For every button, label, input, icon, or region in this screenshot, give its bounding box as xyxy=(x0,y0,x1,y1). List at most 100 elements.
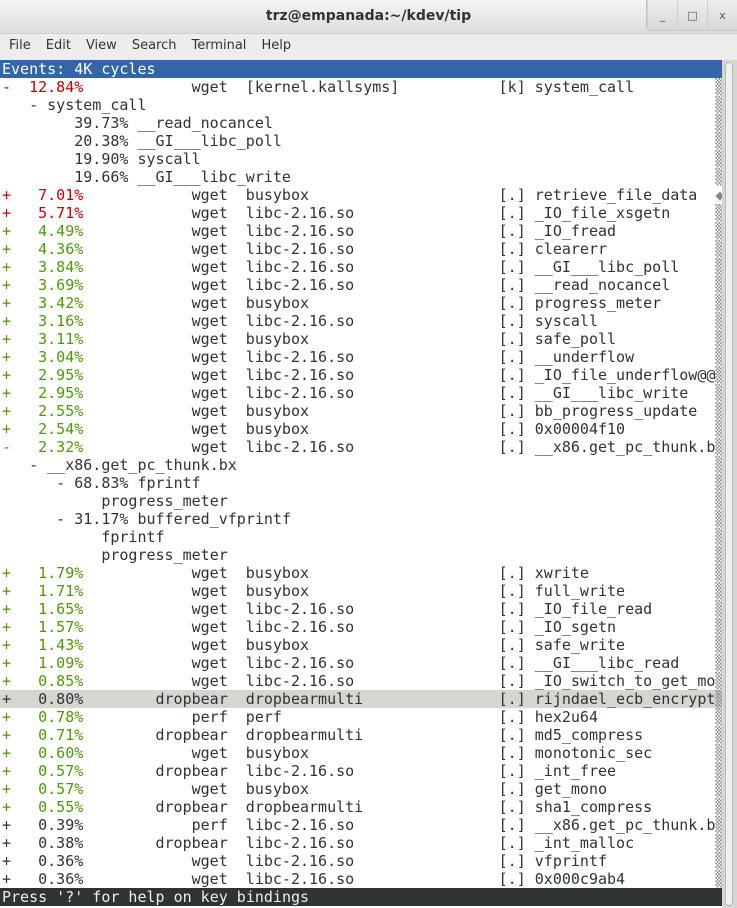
report-row[interactable]: +2.95% wget libc-2.16.so [.] __GI___libc_wri… xyxy=(0,384,724,402)
fold-toggle[interactable]: + xyxy=(2,294,12,312)
fold-toggle[interactable]: + xyxy=(2,366,12,384)
callchain-line[interactable]: progress_meter ▒ xyxy=(0,492,724,510)
fold-toggle[interactable]: + xyxy=(2,780,12,798)
fold-toggle[interactable]: + xyxy=(2,240,12,258)
callchain-text: - __x86.get_pc_thunk.bx xyxy=(29,456,237,474)
fold-toggle[interactable]: + xyxy=(2,852,12,870)
fold-toggle[interactable]: + xyxy=(2,222,12,240)
fold-toggle[interactable]: + xyxy=(2,690,12,708)
menu-help[interactable]: Help xyxy=(261,38,292,53)
fold-toggle[interactable]: + xyxy=(2,870,12,888)
fold-toggle[interactable]: + xyxy=(2,312,12,330)
callchain-line[interactable]: - 31.17% buffered_vfprintf ▒ xyxy=(0,510,724,528)
report-row[interactable]: +0.36% wget libc-2.16.so [.] vfprintf ▒ xyxy=(0,852,724,870)
window-title: trz@empanada:~/kdev/tip xyxy=(265,8,472,24)
overhead-percent: 3.04% xyxy=(38,348,84,366)
callchain-line[interactable]: 20.38% __GI___libc_poll ▒ xyxy=(0,132,724,150)
callchain-line[interactable]: 39.73% __read_nocancel ▒ xyxy=(0,114,724,132)
shared-object: libc-2.16.so xyxy=(245,600,355,618)
maximize-button[interactable]: □ xyxy=(677,0,707,30)
callchain-line[interactable]: - __x86.get_pc_thunk.bx ▒ xyxy=(0,456,724,474)
callchain-line[interactable]: fprintf ▒ xyxy=(0,528,724,546)
minimize-button[interactable]: _ xyxy=(647,0,677,30)
report-row[interactable]: +0.78% perf perf [.] hex2u64 ▒ xyxy=(0,708,724,726)
menu-file[interactable]: File xyxy=(9,38,31,53)
report-row[interactable]: +0.55% dropbear dropbearmulti [.] sha1_compr… xyxy=(0,798,724,816)
report-row[interactable]: +5.71% wget libc-2.16.so [.] _IO_file_xsgetn… xyxy=(0,204,724,222)
menu-edit[interactable]: Edit xyxy=(45,38,71,53)
report-row[interactable]: +0.57% wget busybox [.] get_mono ▒ xyxy=(0,780,724,798)
fold-toggle[interactable]: + xyxy=(2,276,12,294)
fold-toggle[interactable]: + xyxy=(2,798,12,816)
report-row[interactable]: +0.57% dropbear libc-2.16.so [.] _int_free ▒ xyxy=(0,762,724,780)
fold-toggle[interactable]: + xyxy=(2,582,12,600)
report-row[interactable]: -12.84% wget [kernel.kallsyms] [k] system_ca… xyxy=(0,78,724,96)
menu-terminal[interactable]: Terminal xyxy=(191,38,247,53)
fold-toggle[interactable]: + xyxy=(2,600,12,618)
terminal-area[interactable]: Events: 4K cycles Press '?' for help on … xyxy=(0,60,725,908)
report-row[interactable]: +1.09% wget libc-2.16.so [.] __GI___libc_rea… xyxy=(0,654,724,672)
report-row[interactable]: +1.65% wget libc-2.16.so [.] _IO_file_read ▒ xyxy=(0,600,724,618)
fold-toggle[interactable]: + xyxy=(2,672,12,690)
fold-toggle[interactable]: + xyxy=(2,204,12,222)
fold-toggle[interactable]: + xyxy=(2,762,12,780)
fold-toggle[interactable]: + xyxy=(2,402,12,420)
report-row[interactable]: +0.39% perf libc-2.16.so [.] __x86.get_pc_th… xyxy=(0,816,724,834)
close-button[interactable]: x xyxy=(707,0,737,30)
report-row[interactable]: +0.36% wget libc-2.16.so [.] 0x000c9ab4 ▒ xyxy=(0,870,724,888)
scrollbar-thumb[interactable] xyxy=(725,62,733,906)
report-row[interactable]: +1.57% wget libc-2.16.so [.] _IO_sgetn ▒ xyxy=(0,618,724,636)
callchain-line[interactable]: progress_meter ▒ xyxy=(0,546,724,564)
symbol-name: __x86.get_pc_thunk.b xyxy=(534,438,716,456)
callchain-line[interactable]: - 68.83% fprintf ▒ xyxy=(0,474,724,492)
report-row[interactable]: +0.85% wget libc-2.16.so [.] _IO_switch_to_g… xyxy=(0,672,724,690)
callchain-line[interactable]: 19.66% __GI___libc_write ▒ xyxy=(0,168,724,186)
fold-toggle[interactable]: + xyxy=(2,636,12,654)
fold-toggle[interactable]: + xyxy=(2,186,12,204)
command-name: wget xyxy=(191,600,228,618)
report-row[interactable]: +1.79% wget busybox [.] xwrite ▒ xyxy=(0,564,724,582)
fold-toggle[interactable]: + xyxy=(2,816,12,834)
report-row[interactable]: +2.55% wget busybox [.] bb_progress_update ▒ xyxy=(0,402,724,420)
fold-toggle[interactable]: + xyxy=(2,708,12,726)
report-row[interactable]: +3.69% wget libc-2.16.so [.] __read_nocancel… xyxy=(0,276,724,294)
fold-toggle[interactable]: + xyxy=(2,618,12,636)
report-row[interactable]: +3.16% wget libc-2.16.so [.] syscall ▒ xyxy=(0,312,725,330)
overhead-percent: 2.55% xyxy=(38,402,84,420)
report-row[interactable]: +1.71% wget busybox [.] full_write ▒ xyxy=(0,582,724,600)
report-row[interactable]: +1.43% wget busybox [.] safe_write ▒ xyxy=(0,636,724,654)
callchain-line[interactable]: 19.90% syscall ▒ xyxy=(0,150,724,168)
fold-toggle[interactable]: + xyxy=(2,330,12,348)
report-row[interactable]: +3.04% wget libc-2.16.so [.] __underflow ▒ xyxy=(0,348,724,366)
fold-toggle[interactable]: + xyxy=(2,348,12,366)
report-row[interactable]: +0.60% wget busybox [.] monotonic_sec ▒ xyxy=(0,744,724,762)
fold-toggle[interactable]: + xyxy=(2,744,12,762)
symbol-name: system_call xyxy=(534,78,635,96)
report-row[interactable]: +4.49% wget libc-2.16.so [.] _IO_fread ▒ xyxy=(0,222,724,240)
report-row[interactable]: +2.54% wget busybox [.] 0x00004f10 ▒ xyxy=(0,420,724,438)
report-row[interactable]: +3.11% wget busybox [.] safe_poll ▒ xyxy=(0,330,724,348)
report-row[interactable]: +0.80% dropbear dropbearmulti [.] rijndael_e… xyxy=(0,690,724,708)
scroll-track-glyph: ▒ xyxy=(715,312,725,330)
report-row[interactable]: +3.42% wget busybox [.] progress_meter ▒ xyxy=(0,294,724,312)
report-row[interactable]: +3.84% wget libc-2.16.so [.] __GI___libc_pol… xyxy=(0,258,724,276)
fold-toggle[interactable]: + xyxy=(2,654,12,672)
report-row[interactable]: +0.38% dropbear libc-2.16.so [.] _int_malloc… xyxy=(0,834,724,852)
report-row[interactable]: - 2.32% wget libc-2.16.so [.] __x86.get_pc_th… xyxy=(0,438,724,456)
menu-view[interactable]: View xyxy=(85,38,117,53)
callchain-line[interactable]: - system_call ▒ xyxy=(0,96,724,114)
fold-toggle[interactable]: - xyxy=(2,438,12,456)
fold-toggle[interactable]: + xyxy=(2,726,12,744)
report-row[interactable]: +4.36% wget libc-2.16.so [.] clearerr ▒ xyxy=(0,240,724,258)
terminal-scrollbar[interactable] xyxy=(722,60,737,908)
report-row[interactable]: +0.71% dropbear dropbearmulti [.] md5_compre… xyxy=(0,726,724,744)
fold-toggle[interactable]: + xyxy=(2,564,12,582)
report-row[interactable]: +2.95% wget libc-2.16.so [.] _IO_file_underf… xyxy=(0,366,724,384)
fold-toggle[interactable]: + xyxy=(2,384,12,402)
report-row[interactable]: +7.01% wget busybox [.] retrieve_file_data ◆ xyxy=(0,186,724,204)
fold-toggle[interactable]: + xyxy=(2,420,12,438)
fold-toggle[interactable]: + xyxy=(2,258,12,276)
fold-toggle[interactable]: + xyxy=(2,834,12,852)
menu-search[interactable]: Search xyxy=(131,38,177,53)
fold-toggle[interactable]: - xyxy=(2,78,12,96)
